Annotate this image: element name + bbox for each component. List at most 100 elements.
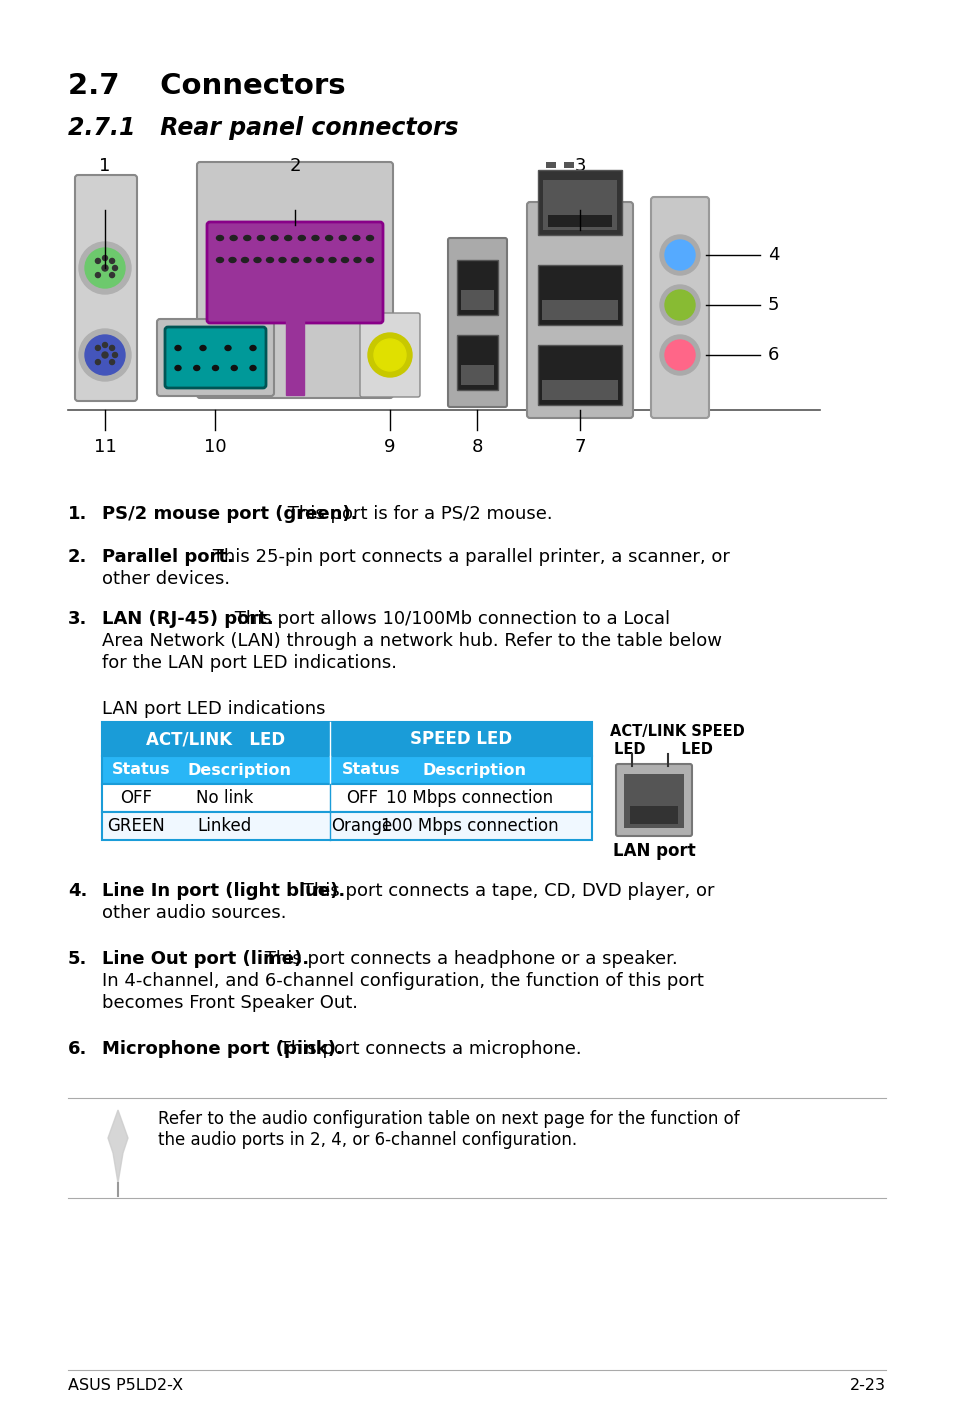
Text: Refer to the audio configuration table on next page for the function of
the audi: Refer to the audio configuration table o… (158, 1110, 739, 1149)
Bar (547, 216, 612, 227)
Bar (545, 162, 556, 167)
Ellipse shape (193, 366, 199, 370)
Ellipse shape (339, 235, 346, 241)
Text: OFF: OFF (345, 788, 377, 807)
Circle shape (110, 258, 114, 264)
Text: This 25-pin port connects a parallel printer, a scanner, or: This 25-pin port connects a parallel pri… (207, 547, 729, 566)
Bar (102, 756, 592, 784)
Ellipse shape (278, 258, 286, 262)
Bar (102, 813, 592, 839)
Circle shape (112, 353, 117, 357)
Text: Line In port (light blue).: Line In port (light blue). (102, 882, 345, 900)
Circle shape (95, 272, 100, 278)
FancyBboxPatch shape (157, 319, 274, 396)
Bar (286, 320, 304, 396)
Text: GREEN: GREEN (108, 817, 165, 835)
Text: 3.: 3. (68, 610, 88, 628)
Ellipse shape (298, 235, 305, 241)
Circle shape (659, 285, 700, 325)
Text: LED       LED: LED LED (614, 742, 712, 757)
Circle shape (374, 339, 406, 372)
Text: Description: Description (422, 763, 526, 777)
Text: In 4-channel, and 6-channel configuration, the function of this port: In 4-channel, and 6-channel configuratio… (102, 971, 703, 990)
Bar (563, 162, 574, 167)
Bar (456, 259, 497, 315)
Text: Status: Status (342, 763, 400, 777)
Ellipse shape (266, 258, 274, 262)
Circle shape (102, 352, 108, 357)
Ellipse shape (253, 258, 261, 262)
Bar (537, 345, 621, 406)
Text: Status: Status (112, 763, 171, 777)
FancyBboxPatch shape (165, 328, 266, 389)
Text: LAN (RJ-45) port.: LAN (RJ-45) port. (102, 610, 274, 628)
Circle shape (102, 265, 108, 271)
Ellipse shape (341, 258, 348, 262)
Text: 4: 4 (767, 245, 779, 264)
Circle shape (85, 335, 125, 374)
Circle shape (95, 360, 100, 364)
Text: OFF: OFF (120, 788, 152, 807)
Ellipse shape (244, 235, 251, 241)
Circle shape (659, 335, 700, 374)
Ellipse shape (292, 258, 298, 262)
Text: 7: 7 (574, 438, 585, 457)
Ellipse shape (174, 366, 181, 370)
Text: 2-23: 2-23 (849, 1378, 885, 1392)
Bar (629, 805, 678, 824)
Text: 11: 11 (93, 438, 116, 457)
Circle shape (79, 329, 131, 381)
Text: Orange: Orange (331, 817, 392, 835)
Bar (537, 170, 621, 235)
Ellipse shape (312, 235, 318, 241)
Text: 6: 6 (767, 346, 779, 364)
Text: SPEED LED: SPEED LED (410, 730, 512, 749)
Bar (102, 722, 592, 756)
Ellipse shape (284, 235, 292, 241)
Text: Parallel port.: Parallel port. (102, 547, 233, 566)
Text: ACT/LINK   LED: ACT/LINK LED (146, 730, 285, 749)
Circle shape (659, 235, 700, 275)
Ellipse shape (353, 235, 359, 241)
Ellipse shape (174, 346, 181, 350)
Ellipse shape (225, 346, 231, 350)
Text: 6.: 6. (68, 1039, 88, 1058)
Text: 4.: 4. (68, 882, 88, 900)
Ellipse shape (213, 366, 218, 370)
Ellipse shape (316, 258, 323, 262)
Circle shape (110, 360, 114, 364)
Ellipse shape (354, 258, 360, 262)
Text: LAN port: LAN port (612, 842, 695, 859)
Text: This port connects a tape, CD, DVD player, or: This port connects a tape, CD, DVD playe… (296, 882, 714, 900)
Circle shape (85, 248, 125, 288)
Bar (460, 364, 494, 386)
Circle shape (102, 343, 108, 347)
Text: other audio sources.: other audio sources. (102, 905, 286, 922)
Ellipse shape (329, 258, 335, 262)
Text: This port connects a headphone or a speaker.: This port connects a headphone or a spea… (259, 950, 678, 968)
Text: LAN port LED indications: LAN port LED indications (102, 700, 325, 718)
Bar (460, 291, 494, 311)
Text: No link: No link (195, 788, 253, 807)
FancyBboxPatch shape (650, 197, 708, 418)
Polygon shape (108, 1110, 128, 1183)
Ellipse shape (241, 258, 248, 262)
Text: Description: Description (187, 763, 291, 777)
Ellipse shape (229, 258, 235, 262)
Text: PS/2 mouse port (green).: PS/2 mouse port (green). (102, 505, 357, 523)
FancyBboxPatch shape (359, 313, 419, 397)
Bar (541, 380, 618, 400)
Bar (623, 774, 683, 828)
Text: 9: 9 (384, 438, 395, 457)
FancyBboxPatch shape (207, 223, 382, 323)
Ellipse shape (250, 346, 255, 350)
Circle shape (110, 272, 114, 278)
Text: other devices.: other devices. (102, 570, 230, 588)
Ellipse shape (231, 366, 237, 370)
Text: 10: 10 (204, 438, 226, 457)
Ellipse shape (325, 235, 333, 241)
FancyBboxPatch shape (448, 238, 506, 407)
Text: 2.: 2. (68, 547, 88, 566)
Circle shape (664, 340, 695, 370)
Circle shape (664, 291, 695, 320)
